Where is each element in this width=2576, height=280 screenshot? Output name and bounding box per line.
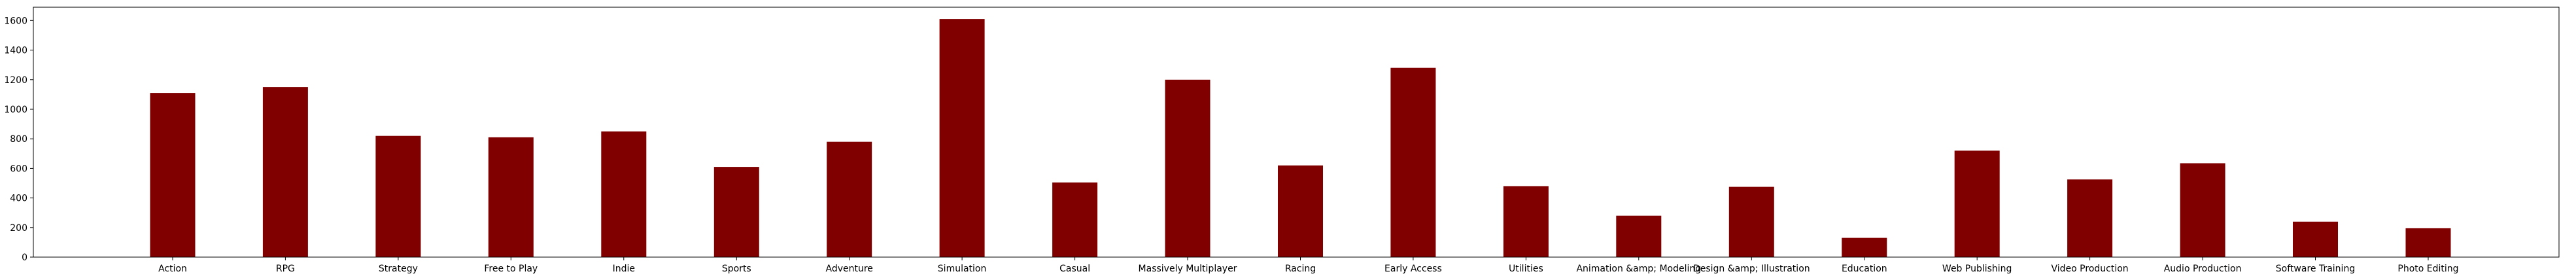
bar — [1954, 150, 2000, 257]
bar — [1728, 186, 1774, 257]
x-tick-label: Education — [1842, 264, 1887, 274]
y-tick-label: 0 — [22, 253, 27, 263]
bar — [488, 137, 534, 257]
bar — [2180, 163, 2225, 257]
x-tick-label: Indie — [613, 264, 635, 274]
bar — [375, 135, 421, 257]
x-tick-label: Strategy — [379, 264, 418, 274]
bar — [1052, 182, 1098, 257]
bar — [601, 131, 647, 257]
x-tick-label: Audio Production — [2164, 264, 2242, 274]
x-tick-label: Sports — [722, 264, 751, 274]
bar — [713, 167, 759, 257]
y-tick-label: 200 — [10, 223, 27, 234]
x-axis-ticks: Action RPG Strategy Free to Play Indie Sports… — [158, 257, 2459, 274]
y-tick-label: 800 — [10, 134, 27, 145]
y-tick-label: 1000 — [4, 105, 27, 115]
x-tick-label: Design &amp; Illustration — [1693, 264, 1810, 274]
x-tick-label: Early Access — [1384, 264, 1442, 274]
bar — [1616, 215, 1662, 257]
bars-group — [150, 19, 2451, 258]
bar — [827, 141, 872, 257]
x-tick-label: Casual — [1059, 264, 1090, 274]
x-tick-label: RPG — [276, 264, 295, 274]
x-tick-label: Photo Editing — [2397, 264, 2458, 274]
bar — [150, 93, 196, 257]
bar — [2067, 179, 2113, 257]
x-tick-label: Video Production — [2052, 264, 2129, 274]
plot-frame — [33, 7, 2560, 258]
bar — [2293, 221, 2338, 257]
x-tick-label: Software Training — [2276, 264, 2355, 274]
y-tick-label: 1200 — [4, 75, 27, 86]
bar — [1165, 79, 1211, 258]
bar — [1503, 186, 1549, 257]
y-tick-label: 600 — [10, 164, 27, 174]
x-tick-label: Adventure — [825, 264, 872, 274]
x-tick-label: Utilities — [1509, 264, 1543, 274]
bar — [2405, 228, 2451, 257]
x-tick-label: Animation &amp; Modeling — [1576, 264, 1701, 274]
y-tick-label: 1600 — [4, 16, 27, 26]
x-tick-label: Racing — [1285, 264, 1316, 274]
x-tick-label: Massively Multiplayer — [1139, 264, 1237, 274]
bar — [262, 87, 308, 257]
bar — [1278, 165, 1323, 257]
bar — [939, 19, 985, 257]
x-tick-label: Web Publishing — [1942, 264, 2012, 274]
y-tick-label: 400 — [10, 194, 27, 204]
x-tick-label: Simulation — [938, 264, 987, 274]
x-tick-label: Action — [158, 264, 187, 274]
bar — [1842, 237, 1887, 257]
bar — [1390, 67, 1436, 257]
y-axis-ticks: 0 200 400 600 800 1000 1200 1400 1600 — [4, 16, 33, 263]
y-tick-label: 1400 — [4, 46, 27, 56]
x-tick-label: Free to Play — [484, 264, 538, 274]
